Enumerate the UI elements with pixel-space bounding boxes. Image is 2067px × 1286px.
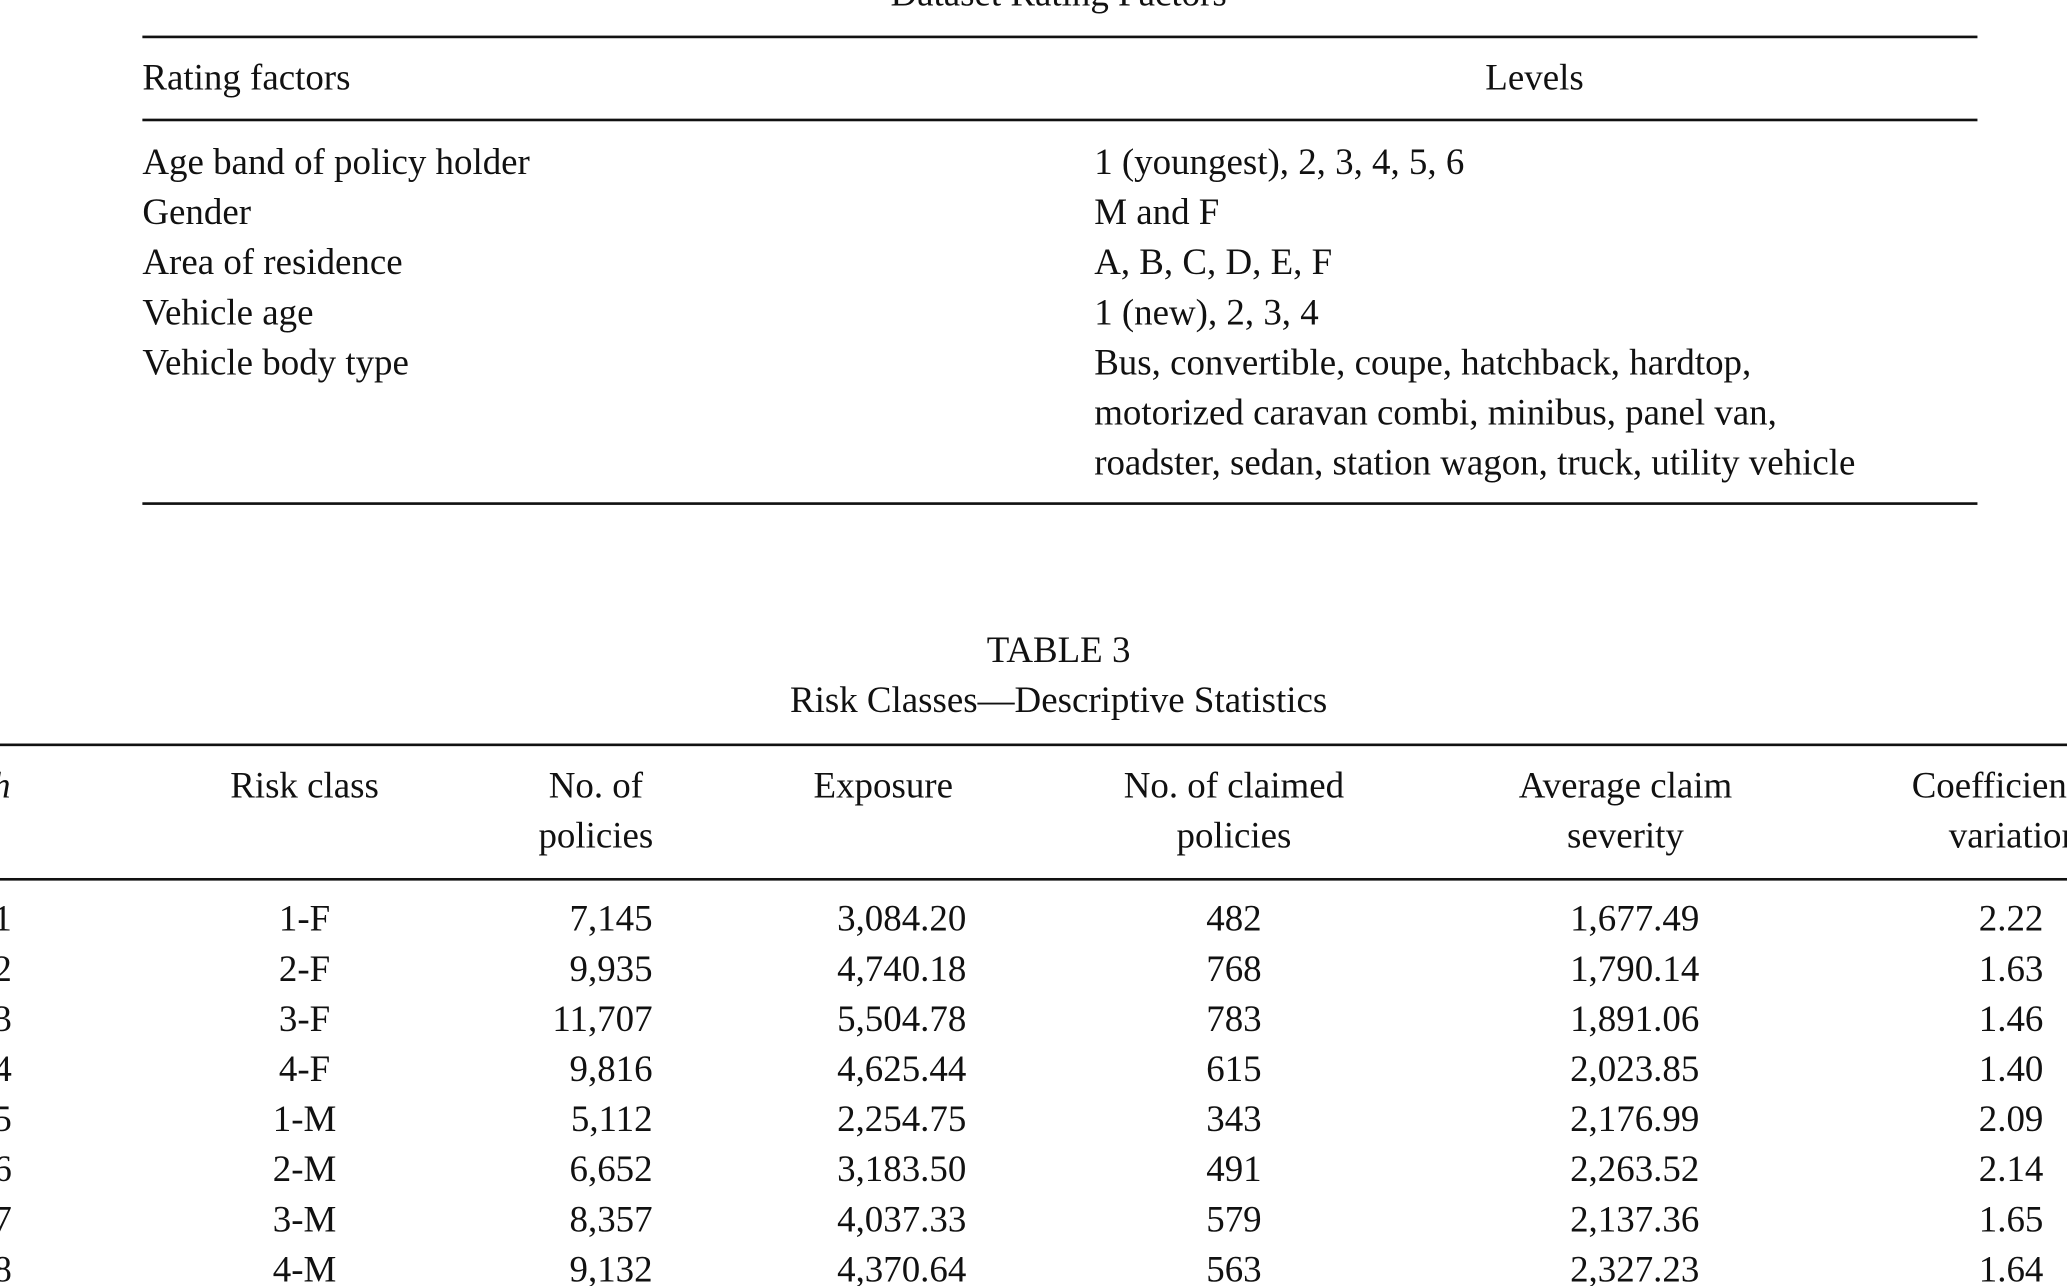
cell: 5,112: [570, 1099, 653, 1141]
cell: 5,504.78: [837, 999, 967, 1041]
cell: 2,176.99: [1570, 1099, 1700, 1141]
cell: 1.40: [1978, 1049, 2044, 1091]
cell: 343: [1206, 1099, 1262, 1141]
cell: 1 (new), 2, 3, 4: [1094, 292, 1319, 334]
cell: A, B, C, D, E, F: [1094, 242, 1333, 284]
cell: 783: [1206, 999, 1262, 1041]
cell: 1,790.14: [1570, 949, 1700, 991]
cell: 1 (youngest), 2, 3, 4, 5, 6: [1094, 142, 1465, 184]
cell: Age band of policy holder: [142, 142, 530, 184]
cell: 6: [0, 1150, 12, 1192]
column-header: Average claim: [1518, 765, 1733, 807]
cell: 4,625.44: [837, 1049, 967, 1091]
cell: Area of residence: [142, 242, 403, 284]
cell: 2.09: [1978, 1099, 2044, 1141]
cell: Bus, convertible, coupe, hatchback, hard…: [1094, 342, 1752, 384]
rule: [0, 877, 2067, 881]
cell: 1: [0, 899, 12, 941]
cell: 768: [1206, 949, 1262, 991]
cell: 5: [0, 1099, 12, 1141]
cell: 1-F: [278, 899, 331, 940]
table-title: Risk Classes—Descriptive Statistics: [789, 680, 1328, 722]
rule: [0, 743, 2067, 747]
cell: 491: [1206, 1149, 1262, 1191]
column-header: policies: [1176, 816, 1292, 857]
cell: motorized caravan combi, minibus, panel …: [1094, 392, 1777, 434]
column-header: Exposure: [813, 765, 953, 807]
cell: 4: [0, 1049, 12, 1091]
cell: 615: [1206, 1049, 1262, 1091]
cell: 9,935: [569, 949, 653, 991]
cell: 482: [1206, 899, 1262, 940]
cell: Vehicle body type: [142, 342, 409, 384]
cell: 3-M: [272, 1199, 337, 1241]
cell: Gender: [142, 192, 252, 234]
cell: Vehicle age: [142, 292, 314, 334]
cell: 8,357: [569, 1199, 653, 1241]
cell: 3-F: [278, 999, 331, 1041]
cell: M and F: [1094, 192, 1220, 234]
cell: 2: [0, 949, 12, 991]
column-header: Levels: [1485, 58, 1584, 99]
cell: 4-F: [278, 1049, 331, 1091]
column-header: No. of: [548, 765, 644, 807]
cell: roadster, sedan, station wagon, truck, u…: [1094, 442, 1856, 484]
column-header: severity: [1567, 816, 1684, 857]
cell: 11,707: [552, 999, 653, 1041]
cell: 2.14: [1978, 1149, 2044, 1191]
cell: 4,740.18: [837, 949, 967, 991]
cell: 2,137.36: [1570, 1199, 1700, 1241]
cell: 7,145: [569, 899, 653, 940]
cell: 4,037.33: [837, 1199, 967, 1241]
column-header: Coefficient of: [1911, 765, 2067, 807]
cell: 1.46: [1978, 999, 2044, 1041]
column-header: variation: [1948, 816, 2067, 857]
column-header: policies: [538, 816, 654, 857]
cell: 563: [1206, 1249, 1262, 1286]
cell: 2,327.23: [1570, 1249, 1700, 1286]
cell: 3,183.50: [837, 1149, 967, 1191]
cell: 2,023.85: [1570, 1049, 1700, 1091]
cell: 7: [0, 1200, 12, 1242]
cell: 2,254.75: [837, 1099, 967, 1141]
cell: 1.65: [1978, 1199, 2044, 1241]
cell: 8: [0, 1250, 12, 1286]
column-header: Risk class: [230, 765, 379, 807]
cell: 6,652: [569, 1149, 653, 1191]
cell: 9,132: [569, 1249, 653, 1286]
cell: 4-M: [272, 1249, 337, 1286]
cell: 2,263.52: [1570, 1149, 1700, 1191]
cell: 1.64: [1978, 1249, 2044, 1286]
cell: 4,370.64: [837, 1249, 967, 1286]
cell: 1,891.06: [1570, 999, 1700, 1041]
cell: 579: [1206, 1199, 1262, 1241]
cell: 1,677.49: [1570, 899, 1700, 940]
cell: 9,816: [569, 1049, 653, 1091]
cell: 3,084.20: [837, 899, 967, 940]
rule: [142, 35, 1978, 39]
table-title: Dataset Rating Factors: [890, 0, 1226, 16]
cell: 1.63: [1978, 949, 2044, 991]
column-header: Rating factors: [142, 58, 351, 99]
cell: 2.22: [1978, 899, 2044, 940]
rule: [142, 502, 1978, 505]
table-label: TABLE 3: [986, 630, 1131, 672]
cell: 2-F: [278, 949, 331, 991]
cell: 3: [0, 999, 12, 1041]
cell: 2-M: [272, 1149, 337, 1191]
cell: 1-M: [272, 1099, 337, 1141]
rule: [142, 118, 1978, 122]
column-header: No. of claimed: [1123, 765, 1345, 807]
column-header: h: [0, 766, 11, 808]
